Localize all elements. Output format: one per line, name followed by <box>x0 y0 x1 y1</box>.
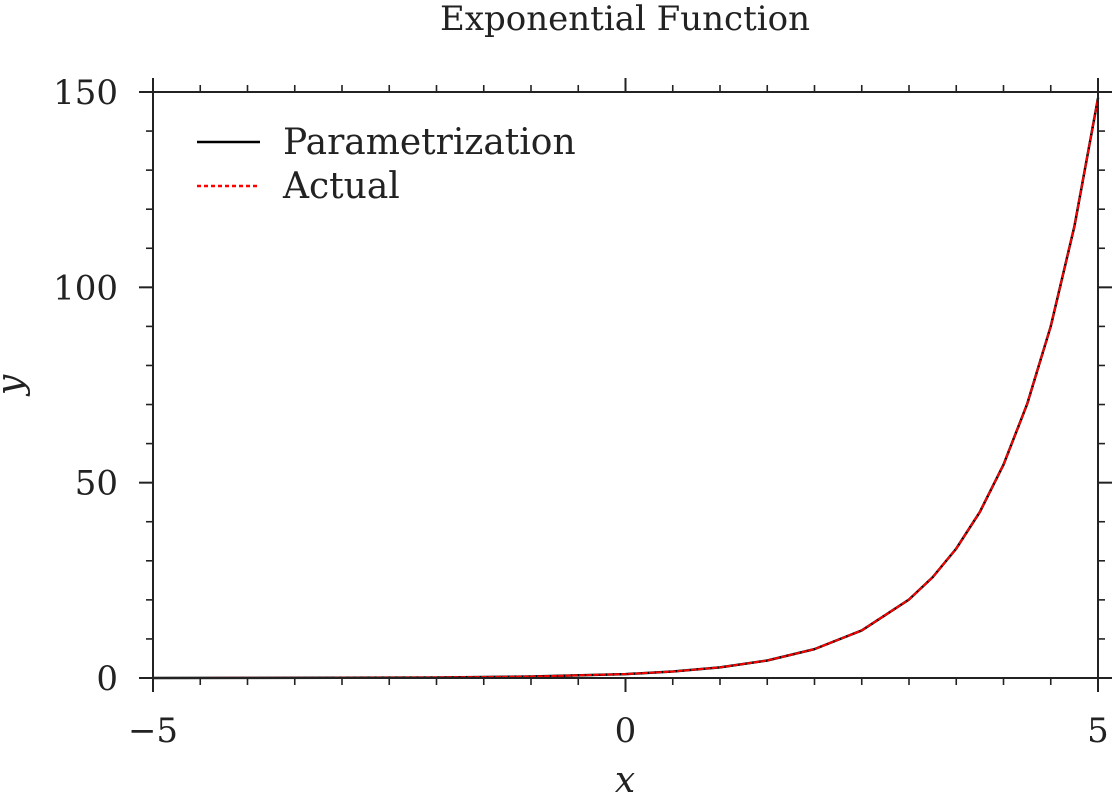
x-axis-label: x <box>615 760 635 801</box>
legend: Parametrization Actual <box>197 122 576 207</box>
legend-label-parametrization: Parametrization <box>283 122 576 163</box>
series-line-1 <box>152 97 1099 679</box>
y-tick-label: 150 <box>53 73 118 113</box>
x-tick-label: 5 <box>1087 711 1109 751</box>
tick-marks <box>139 78 1112 692</box>
y-axis-label: y <box>0 374 31 397</box>
legend-label-actual: Actual <box>282 166 400 207</box>
x-tick-label: 0 <box>615 711 637 751</box>
chart-title: Exponential Function <box>440 0 810 39</box>
y-tick-label: 0 <box>96 659 118 699</box>
y-tick-label: 100 <box>53 268 118 308</box>
y-tick-label: 50 <box>75 464 118 504</box>
x-tick-label: −5 <box>128 711 178 751</box>
